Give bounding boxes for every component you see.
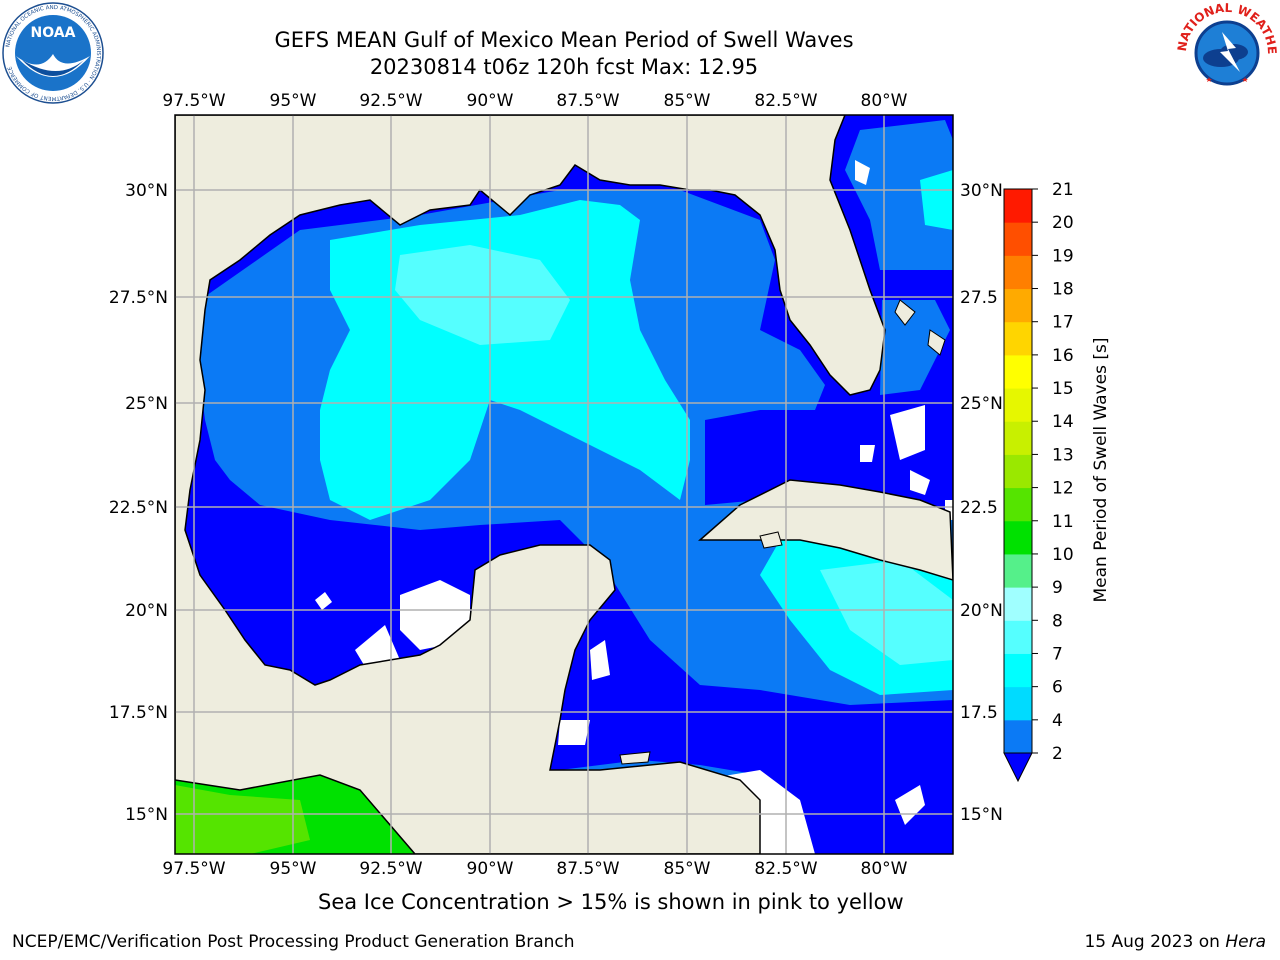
- swell-2-4-east: [845, 120, 953, 270]
- colorbar-tick-label: 18: [1052, 280, 1074, 300]
- swell-6-7-caribbean: [820, 560, 953, 665]
- sea-ice-caption: Sea Ice Concentration > 15% is shown in …: [318, 890, 904, 914]
- lat-tick-label: 17.5: [960, 703, 998, 723]
- footer-date-text: 15 Aug 2023 on: [1084, 932, 1226, 952]
- nws-logo: NATIONAL WEATHER SERVICE: [1176, 2, 1278, 103]
- swell-4-6-florida-east: [920, 170, 953, 230]
- lon-tick-label: 87.5°W: [556, 91, 619, 111]
- lon-tick-label: 90°W: [467, 91, 514, 111]
- colorbar-tick-label: 20: [1052, 213, 1074, 233]
- lon-tick-label: 95°W: [270, 859, 317, 879]
- colorbar-tick-label: 6: [1052, 678, 1063, 698]
- lon-tick-label: 87.5°W: [556, 859, 619, 879]
- land-north-america: [175, 115, 886, 854]
- swell-2-4-bahamas: [880, 300, 950, 395]
- colorbar-tick-label: 16: [1052, 346, 1074, 366]
- lon-ticks-top: 97.5°W 95°W 92.5°W 90°W 87.5°W 85°W 82.5…: [162, 91, 907, 111]
- colorbar-swatch: [1004, 421, 1032, 455]
- colorbar-tick-label: 14: [1052, 412, 1074, 432]
- lon-tick-label: 95°W: [270, 91, 317, 111]
- map-subtitle: 20230814 t06z 120h fcst Max: 12.95: [369, 55, 759, 79]
- colorbar-outline: [1003, 188, 1033, 754]
- colorbar-tick-label: 2: [1052, 744, 1063, 764]
- noaa-logo: NOAA NATIONAL OCEANIC AND ATMOSPHERIC AD…: [2, 2, 104, 104]
- noaa-wordmark: NOAA: [31, 25, 76, 41]
- colorbar-swatch: [1004, 620, 1032, 654]
- colorbar-swatch: [1004, 321, 1032, 356]
- lon-tick-label: 92.5°W: [359, 91, 422, 111]
- lon-tick-label: 97.5°W: [162, 91, 225, 111]
- colorbar-swatch: [1004, 354, 1032, 389]
- footer-host: Hera: [1225, 932, 1266, 952]
- colorbar-swatch: [1004, 487, 1032, 522]
- lon-tick-label: 80°W: [861, 91, 908, 111]
- footer-credit: NCEP/EMC/Verification Post Processing Pr…: [12, 932, 575, 952]
- lon-tick-label: 85°W: [664, 859, 711, 879]
- land-islands: [619, 299, 946, 765]
- colorbar-swatch: [1004, 553, 1032, 588]
- colorbar-tick-label: 7: [1052, 644, 1063, 664]
- lat-tick-label: 22.5: [960, 498, 998, 518]
- lon-tick-label: 92.5°W: [359, 859, 422, 879]
- colorbar-swatch: [1004, 653, 1032, 688]
- lat-tick-label: 17.5°N: [109, 703, 168, 723]
- colorbar-swatch: [1004, 520, 1032, 555]
- colorbar-swatch: [1004, 388, 1032, 422]
- lat-tick-label: 25°N: [960, 394, 1003, 414]
- lat-tick-label: 15°N: [125, 805, 168, 825]
- lat-tick-label: 27.5: [960, 288, 998, 308]
- footer-date: 15 Aug 2023 on Hera: [1084, 932, 1266, 952]
- lat-tick-label: 25°N: [125, 394, 168, 414]
- lat-tick-label: 20°N: [960, 601, 1003, 621]
- lat-tick-label: 30°N: [125, 181, 168, 201]
- lat-tick-label: 27.5°N: [109, 288, 168, 308]
- colorbar-swatch: [1004, 189, 1032, 223]
- colorbar-swatch: [1004, 686, 1032, 721]
- lon-ticks-bottom: 97.5°W 95°W 92.5°W 90°W 87.5°W 85°W 82.5…: [162, 859, 907, 879]
- lat-tick-label: 20°N: [125, 601, 168, 621]
- swell-11-12-pacific: [175, 785, 310, 854]
- colorbar-tick-label: 12: [1052, 479, 1074, 499]
- colorbar-tick-label: 8: [1052, 611, 1063, 631]
- lat-tick-label: 22.5°N: [109, 498, 168, 518]
- map-frame: [174, 114, 954, 855]
- colorbar-tick-label: 15: [1052, 379, 1074, 399]
- colorbar-tick-label: 21: [1052, 180, 1074, 200]
- colorbar-swatch: [1004, 288, 1032, 323]
- colorbar-tick-label: 4: [1052, 711, 1063, 731]
- colorbar-tick-label: 11: [1052, 512, 1074, 532]
- grid-lines: [175, 115, 953, 854]
- colorbar-tick-label: 10: [1052, 545, 1074, 565]
- lon-tick-label: 82.5°W: [754, 91, 817, 111]
- lon-tick-label: 90°W: [467, 859, 514, 879]
- colorbar-tick-label: 13: [1052, 445, 1074, 465]
- colorbar: 2 4 6 7 8 9 10 11 12 13 14 15 16 17 18 19 20 21: [1003, 180, 1074, 783]
- swell-6-7-central: [395, 245, 570, 345]
- lat-tick-label: 30°N: [960, 181, 1003, 201]
- colorbar-swatch: [1004, 222, 1032, 256]
- lat-tick-label: 15°N: [960, 805, 1003, 825]
- colorbar-tick-label: 9: [1052, 578, 1063, 598]
- colorbar-label: Mean Period of Swell Waves [s]: [1091, 338, 1111, 603]
- lon-tick-label: 97.5°W: [162, 859, 225, 879]
- lat-ticks-right: 30°N 27.5 25°N 22.5 20°N 17.5 15°N: [960, 181, 1003, 825]
- colorbar-tick-label: 19: [1052, 246, 1074, 266]
- colorbar-swatch: [1004, 587, 1032, 621]
- colorbar-tick-label: 17: [1052, 313, 1074, 333]
- colorbar-swatch: [1004, 454, 1032, 489]
- lon-tick-label: 85°W: [664, 91, 711, 111]
- lon-tick-label: 80°W: [861, 859, 908, 879]
- lon-tick-label: 82.5°W: [754, 859, 817, 879]
- colorbar-swatch: [1004, 255, 1032, 290]
- map-title: GEFS MEAN Gulf of Mexico Mean Period of …: [274, 28, 854, 52]
- colorbar-under-triangle: [1003, 752, 1033, 783]
- lat-ticks-left: 30°N 27.5°N 25°N 22.5°N 20°N 17.5°N 15°N: [109, 181, 168, 825]
- map-area: [175, 115, 953, 854]
- colorbar-swatch: [1004, 719, 1032, 754]
